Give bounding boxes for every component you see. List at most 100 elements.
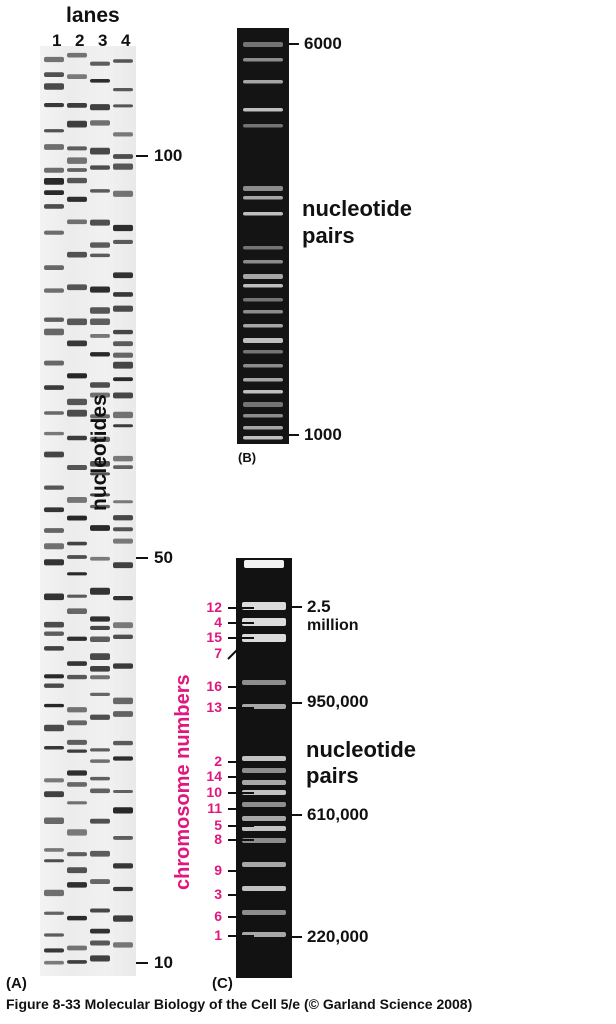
gel-band [67,120,87,128]
gel-band [113,915,133,922]
gel-band [67,739,87,745]
gel-band [113,835,133,840]
gel-band [113,663,133,669]
gel-band [44,288,64,293]
gel-band [67,340,87,347]
panel-label-c: (C) [212,975,233,992]
chromosome-tick-7 [227,644,243,660]
size-label-950000: 950,000 [307,692,369,711]
gel-band [67,398,87,406]
gel-band [90,928,110,934]
gel-band [242,634,286,642]
gel-band [90,748,110,752]
gel-band [90,286,110,293]
gel-band [67,435,87,441]
chromosome-label-14: 14 [206,768,222,784]
gel-band [44,593,64,601]
gel-band [44,817,64,824]
size-label-2-5: 2.5 [307,597,331,616]
chromosome-tick-2 [228,761,254,763]
gel-band [113,790,133,794]
gel-band [44,631,64,636]
gel-band [44,385,64,390]
gel-band [90,219,110,226]
gel-band [90,352,110,357]
gel-band [243,436,283,440]
gel-band [113,377,133,382]
size-tick-220000 [292,936,302,938]
gel-band [113,711,133,717]
chromosome-tick-13 [228,707,254,709]
gel-band [113,132,133,137]
gel-band [90,165,110,170]
gel-band [243,108,283,112]
gel-band [44,72,64,78]
gel-band [44,911,64,915]
chromosome-tick-16 [228,686,254,688]
gel-band [67,52,87,58]
gel-band [67,102,87,108]
gel-band [90,908,110,913]
gel-band [44,745,64,750]
gel-band [67,674,87,680]
gel-band [67,801,87,805]
gel-band [44,431,64,436]
gel-band [243,186,283,191]
gel-band [243,310,283,314]
gel-band [243,260,283,264]
gel-band [44,778,64,783]
gel-band [113,562,133,569]
gel-band [90,692,110,696]
gel-band [113,224,133,232]
gel-band [113,756,133,761]
figure-caption-text: Molecular Biology of the Cell 5/e (© Gar… [84,996,473,1012]
gel-band [67,882,87,888]
gel-band [44,167,64,173]
gel-band [67,829,87,836]
gel-band [44,683,64,688]
chromosome-label-8: 8 [214,831,222,847]
size-tick-950000 [292,702,302,704]
figure-caption: Figure 8-33 Molecular Biology of the Cel… [6,996,472,1012]
gel-band [67,284,87,291]
chromosome-tick-12 [228,607,254,609]
gel-band [44,129,64,133]
gel-band [44,559,64,566]
gel-band [113,190,133,197]
gel-band [44,265,64,270]
gel-band [113,154,133,159]
gel-band [243,350,283,354]
gel-band [67,168,87,172]
chromosome-label-1: 1 [214,927,222,943]
chromosome-label-11: 11 [207,800,222,816]
agarose-gel-bands [243,42,283,440]
gel-band [90,653,110,661]
chromosome-label-15: 15 [206,629,222,645]
gel-band [67,251,87,258]
gel-band [44,204,64,209]
gel-band [44,674,64,679]
gel-band [243,324,283,328]
gel-band [243,212,283,216]
chromosome-tick-10 [228,792,254,794]
gel-band [90,307,110,314]
size-tick-1000 [289,434,299,436]
gel-band [113,163,133,170]
gel-band [90,414,110,419]
sequencing-gel-image [40,46,136,976]
gel-band [113,341,133,347]
gel-band [67,720,87,726]
gel-band [44,317,64,322]
chromosome-tick-15 [228,637,254,639]
gel-band [90,955,110,962]
gel-band [113,740,133,746]
pulsed-field-gel-image [236,558,292,978]
chromosome-label-4: 4 [214,614,222,630]
gel-band [67,852,87,857]
chromosome-tick-5 [228,825,254,827]
gel-band [242,680,286,685]
marker-tick-100 [136,155,148,157]
gel-band [44,960,64,965]
gel-band [90,120,110,126]
gel-band [67,555,87,559]
